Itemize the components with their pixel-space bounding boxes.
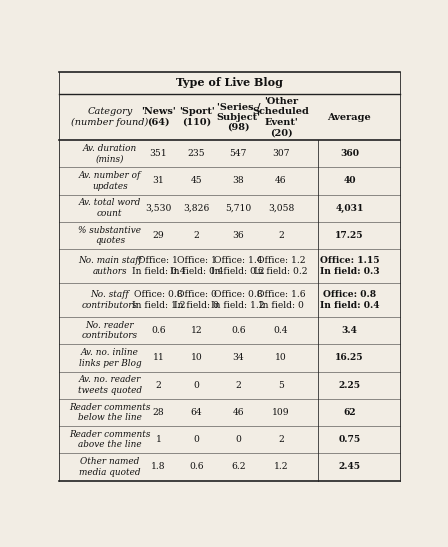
Text: 10: 10 bbox=[191, 353, 202, 363]
Text: Av. duration
(mins): Av. duration (mins) bbox=[83, 144, 137, 164]
Text: Type of Live Blog: Type of Live Blog bbox=[176, 78, 283, 89]
Text: 31: 31 bbox=[153, 176, 164, 185]
Text: 5,710: 5,710 bbox=[225, 203, 251, 213]
Text: No. reader
contributors: No. reader contributors bbox=[82, 321, 138, 340]
Text: 6.2: 6.2 bbox=[231, 462, 246, 472]
Text: 'News'
(64): 'News' (64) bbox=[141, 107, 176, 127]
Text: Office: 1
In field: 0.4: Office: 1 In field: 0.4 bbox=[170, 257, 224, 276]
Text: 0: 0 bbox=[194, 435, 199, 444]
Text: 40: 40 bbox=[343, 176, 356, 185]
Text: 'Series /
Subject'
(98): 'Series / Subject' (98) bbox=[216, 102, 260, 132]
Text: 109: 109 bbox=[272, 408, 290, 417]
Text: 1.2: 1.2 bbox=[274, 462, 289, 472]
Text: 10: 10 bbox=[275, 353, 287, 363]
Text: Office: 0
In field: 0: Office: 0 In field: 0 bbox=[174, 290, 219, 310]
Text: Office: 1.15
In field: 0.3: Office: 1.15 In field: 0.3 bbox=[319, 257, 379, 276]
Text: 351: 351 bbox=[150, 149, 167, 158]
Text: Office: 1.4
In field: 0.2: Office: 1.4 In field: 0.2 bbox=[211, 257, 265, 276]
Text: 2: 2 bbox=[194, 231, 199, 240]
Text: 3.4: 3.4 bbox=[341, 326, 358, 335]
Text: 36: 36 bbox=[233, 231, 244, 240]
Text: Av. number of
updates: Av. number of updates bbox=[79, 171, 141, 190]
Text: 0.75: 0.75 bbox=[338, 435, 361, 444]
Text: 11: 11 bbox=[153, 353, 164, 363]
Text: 1.8: 1.8 bbox=[151, 462, 166, 472]
Text: 360: 360 bbox=[340, 149, 359, 158]
Text: Reader comments
below the line: Reader comments below the line bbox=[69, 403, 151, 422]
Text: 45: 45 bbox=[191, 176, 202, 185]
Text: Av. no. inline
links per Blog: Av. no. inline links per Blog bbox=[78, 348, 141, 368]
Text: No. main staff
authors: No. main staff authors bbox=[78, 257, 142, 276]
Text: 0.6: 0.6 bbox=[151, 326, 166, 335]
Text: 2: 2 bbox=[278, 231, 284, 240]
Text: 0.4: 0.4 bbox=[274, 326, 288, 335]
Text: 3,826: 3,826 bbox=[183, 203, 210, 213]
Text: 0.6: 0.6 bbox=[190, 462, 204, 472]
Text: 3,058: 3,058 bbox=[268, 203, 294, 213]
Text: 'Other
Scheduled
Event'
(20): 'Other Scheduled Event' (20) bbox=[253, 97, 310, 137]
Text: 38: 38 bbox=[233, 176, 244, 185]
Text: 2: 2 bbox=[155, 381, 161, 389]
Text: Office: 1.2
In field: 0.2: Office: 1.2 In field: 0.2 bbox=[254, 257, 308, 276]
Text: 547: 547 bbox=[229, 149, 247, 158]
Text: 2: 2 bbox=[235, 381, 241, 389]
Text: 64: 64 bbox=[191, 408, 202, 417]
Text: % substantive
quotes: % substantive quotes bbox=[78, 226, 141, 245]
Text: 0.6: 0.6 bbox=[231, 326, 246, 335]
Text: 'Sport'
(110): 'Sport' (110) bbox=[179, 107, 215, 127]
Text: Office: 1
In field: 0.4: Office: 1 In field: 0.4 bbox=[132, 257, 185, 276]
Text: Average: Average bbox=[327, 113, 371, 121]
Text: Av. total word
count: Av. total word count bbox=[79, 199, 141, 218]
Text: No. staff
contributors: No. staff contributors bbox=[82, 290, 138, 310]
Text: 12: 12 bbox=[191, 326, 202, 335]
Text: 2.25: 2.25 bbox=[338, 381, 361, 389]
Text: 3,530: 3,530 bbox=[145, 203, 172, 213]
Text: Office: 0.8
In field: 0.4: Office: 0.8 In field: 0.4 bbox=[319, 290, 379, 310]
Text: Other named
media quoted: Other named media quoted bbox=[79, 457, 141, 476]
Text: 34: 34 bbox=[233, 353, 244, 363]
Text: 29: 29 bbox=[153, 231, 164, 240]
Text: 2.45: 2.45 bbox=[338, 462, 361, 472]
Text: Office: 0.8
In field: 1.2: Office: 0.8 In field: 1.2 bbox=[132, 290, 185, 310]
Text: 0: 0 bbox=[194, 381, 199, 389]
Text: 46: 46 bbox=[233, 408, 244, 417]
Text: 4,031: 4,031 bbox=[335, 203, 364, 213]
Text: Office: 1.6
In field: 0: Office: 1.6 In field: 0 bbox=[257, 290, 305, 310]
Text: 2: 2 bbox=[278, 435, 284, 444]
Text: Av. no. reader
tweets quoted: Av. no. reader tweets quoted bbox=[78, 375, 142, 395]
Text: 0: 0 bbox=[235, 435, 241, 444]
Text: 16.25: 16.25 bbox=[335, 353, 364, 363]
Text: 307: 307 bbox=[272, 149, 290, 158]
Text: 235: 235 bbox=[188, 149, 206, 158]
Text: 17.25: 17.25 bbox=[335, 231, 364, 240]
Text: Category
(number found): Category (number found) bbox=[71, 107, 148, 127]
Text: Reader comments
above the line: Reader comments above the line bbox=[69, 430, 151, 449]
Text: 62: 62 bbox=[343, 408, 356, 417]
Text: 1: 1 bbox=[155, 435, 161, 444]
Text: Office: 0.8
In field: 1.2: Office: 0.8 In field: 1.2 bbox=[211, 290, 265, 310]
Text: 46: 46 bbox=[275, 176, 287, 185]
Text: 28: 28 bbox=[153, 408, 164, 417]
Text: 5: 5 bbox=[278, 381, 284, 389]
